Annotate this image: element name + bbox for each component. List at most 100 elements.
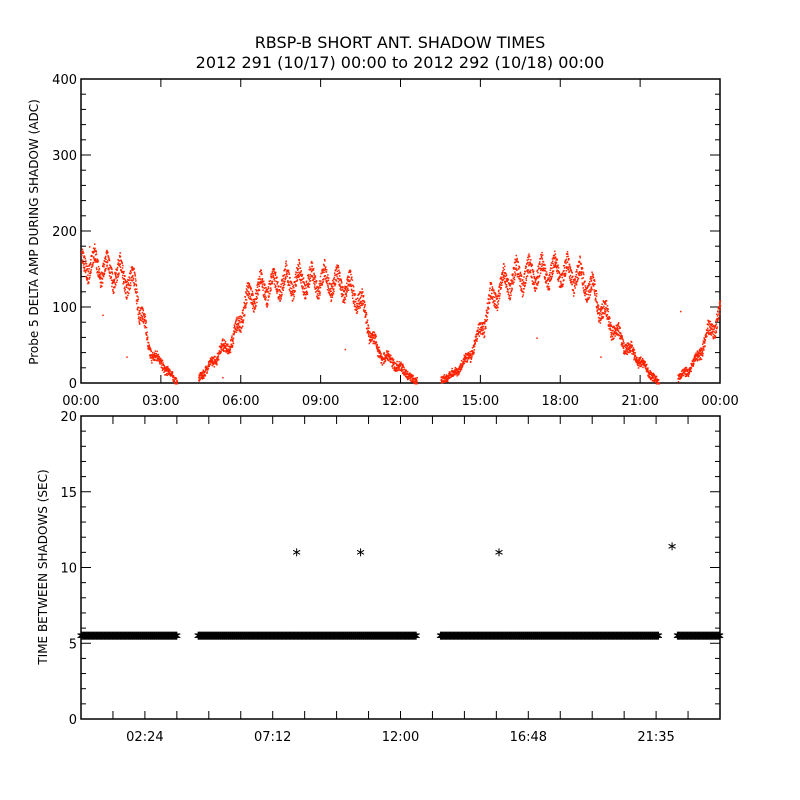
- data-point: [701, 352, 703, 355]
- data-point: [349, 285, 351, 287]
- data-point: [370, 338, 372, 341]
- data-point: [531, 268, 534, 271]
- data-point: [115, 275, 117, 277]
- data-point: [145, 319, 147, 322]
- data-point: [92, 251, 94, 253]
- data-point: [462, 363, 464, 366]
- data-point: [370, 336, 373, 338]
- data-point: [568, 271, 570, 274]
- data-point: [606, 318, 608, 320]
- data-point: [336, 270, 339, 273]
- data-point: [299, 274, 302, 276]
- data-point: [282, 274, 285, 277]
- data-point: [144, 313, 146, 316]
- data-point: [564, 275, 566, 277]
- data-point: [369, 338, 371, 341]
- data-point: [384, 360, 387, 362]
- data-point: [83, 255, 86, 258]
- data-point: [589, 291, 591, 293]
- data-point: [596, 292, 598, 295]
- data-point: [199, 379, 201, 381]
- data-point: [137, 313, 140, 316]
- data-point: [291, 299, 294, 302]
- data-point: [304, 291, 307, 293]
- data-point: [325, 271, 328, 273]
- data-point: [657, 378, 660, 381]
- data-point: [297, 275, 300, 277]
- data-point: [263, 283, 265, 285]
- data-point: [719, 306, 721, 308]
- data-point: [307, 274, 310, 276]
- data-point: [334, 269, 337, 272]
- data-point: [86, 268, 89, 270]
- data-point: [575, 276, 577, 278]
- data-point: [172, 378, 174, 381]
- data-point: [346, 287, 349, 289]
- data-point: [624, 343, 627, 346]
- data-point: [713, 336, 715, 339]
- data-point: [699, 357, 702, 359]
- data-point: [248, 285, 250, 287]
- data-point: [458, 366, 460, 369]
- data-point: [521, 282, 524, 285]
- data-point: [474, 342, 476, 344]
- data-point: [595, 290, 597, 292]
- data-point: [715, 330, 717, 332]
- data-point: [443, 376, 445, 379]
- data-point: [286, 273, 288, 275]
- data-point: [507, 278, 510, 281]
- data-point: [552, 262, 554, 265]
- data-point: [555, 267, 558, 269]
- data-point: [123, 277, 126, 280]
- data-point: [591, 273, 594, 275]
- data-point: [315, 282, 317, 284]
- data-point: [650, 372, 652, 374]
- data-point: [605, 300, 608, 302]
- bottom-y-axis-label: TIME BETWEEN SHADOWS (SEC): [36, 469, 50, 665]
- data-point: [554, 265, 556, 268]
- data-point: [498, 286, 500, 289]
- data-point: [82, 252, 85, 254]
- data-point: [304, 284, 307, 287]
- data-point: [708, 329, 710, 331]
- data-point: [620, 332, 622, 334]
- data-point: [247, 297, 250, 299]
- data-point: [208, 361, 210, 364]
- data-point: [535, 287, 538, 290]
- data-point: [531, 264, 534, 267]
- data-point: [300, 279, 303, 281]
- data-point: [305, 281, 308, 283]
- data-point: [642, 360, 645, 362]
- data-point: [361, 304, 364, 306]
- data-point: [597, 316, 600, 319]
- data-point: [357, 300, 360, 302]
- data-point: [512, 273, 514, 275]
- data-point: [382, 357, 385, 359]
- data-point: [566, 255, 568, 258]
- data-point: [530, 259, 532, 261]
- data-point: [507, 288, 509, 291]
- data-point: [292, 294, 294, 296]
- data-point: [335, 279, 337, 281]
- data-point: [334, 274, 337, 276]
- data-point: [487, 306, 489, 309]
- data-point: [236, 327, 239, 329]
- data-point: [269, 283, 271, 286]
- data-point: [256, 284, 258, 286]
- data-point: [587, 285, 590, 287]
- data-point: [607, 325, 610, 327]
- data-point: [123, 280, 125, 283]
- data-point: [274, 280, 276, 282]
- data-point: [213, 366, 216, 368]
- data-point: [95, 251, 97, 253]
- data-point: [139, 312, 141, 315]
- data-point: [514, 273, 517, 275]
- data-point: [578, 264, 580, 267]
- data-point: [150, 350, 153, 353]
- data-point: [370, 333, 372, 335]
- data-point: [416, 383, 418, 385]
- data-point: [463, 357, 465, 359]
- data-point: [366, 331, 369, 334]
- data-point: [523, 272, 526, 275]
- data-point: [473, 349, 476, 351]
